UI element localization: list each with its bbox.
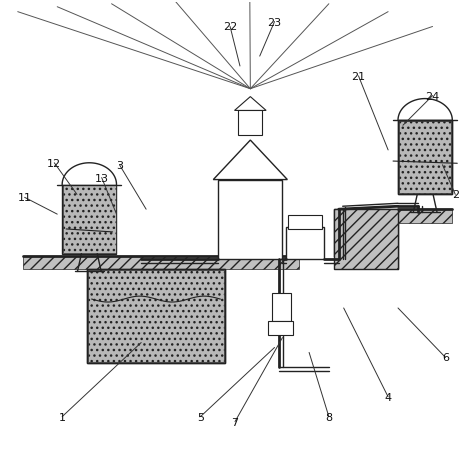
Bar bbox=[286, 227, 324, 259]
Bar bbox=[288, 216, 322, 230]
Text: 8: 8 bbox=[325, 412, 332, 422]
Text: 11: 11 bbox=[18, 193, 32, 203]
Bar bbox=[334, 210, 398, 270]
Text: 13: 13 bbox=[95, 173, 109, 183]
Bar bbox=[268, 321, 293, 335]
Text: 3: 3 bbox=[116, 161, 123, 170]
Text: 1: 1 bbox=[59, 412, 66, 422]
Bar bbox=[272, 294, 292, 321]
Bar bbox=[63, 186, 116, 253]
Text: 6: 6 bbox=[442, 353, 449, 363]
Text: 23: 23 bbox=[267, 18, 282, 28]
Text: 12: 12 bbox=[47, 158, 61, 168]
Bar bbox=[238, 111, 262, 136]
Polygon shape bbox=[334, 210, 398, 270]
Bar bbox=[399, 122, 451, 194]
Text: 2: 2 bbox=[452, 190, 459, 200]
Text: 5: 5 bbox=[197, 412, 204, 422]
Bar bbox=[334, 210, 398, 270]
Bar bbox=[87, 270, 225, 364]
Bar bbox=[398, 210, 452, 224]
Bar bbox=[88, 271, 224, 363]
Polygon shape bbox=[235, 97, 266, 111]
Bar bbox=[398, 121, 452, 195]
Text: 4: 4 bbox=[384, 392, 392, 402]
Text: 24: 24 bbox=[426, 92, 440, 101]
Bar bbox=[62, 185, 117, 254]
Text: 21: 21 bbox=[351, 72, 365, 82]
Bar bbox=[218, 180, 283, 259]
Bar bbox=[87, 270, 225, 364]
Text: 22: 22 bbox=[223, 23, 237, 32]
Polygon shape bbox=[213, 141, 287, 180]
Bar bbox=[398, 121, 452, 195]
Text: 7: 7 bbox=[231, 417, 238, 427]
Bar bbox=[23, 256, 299, 270]
